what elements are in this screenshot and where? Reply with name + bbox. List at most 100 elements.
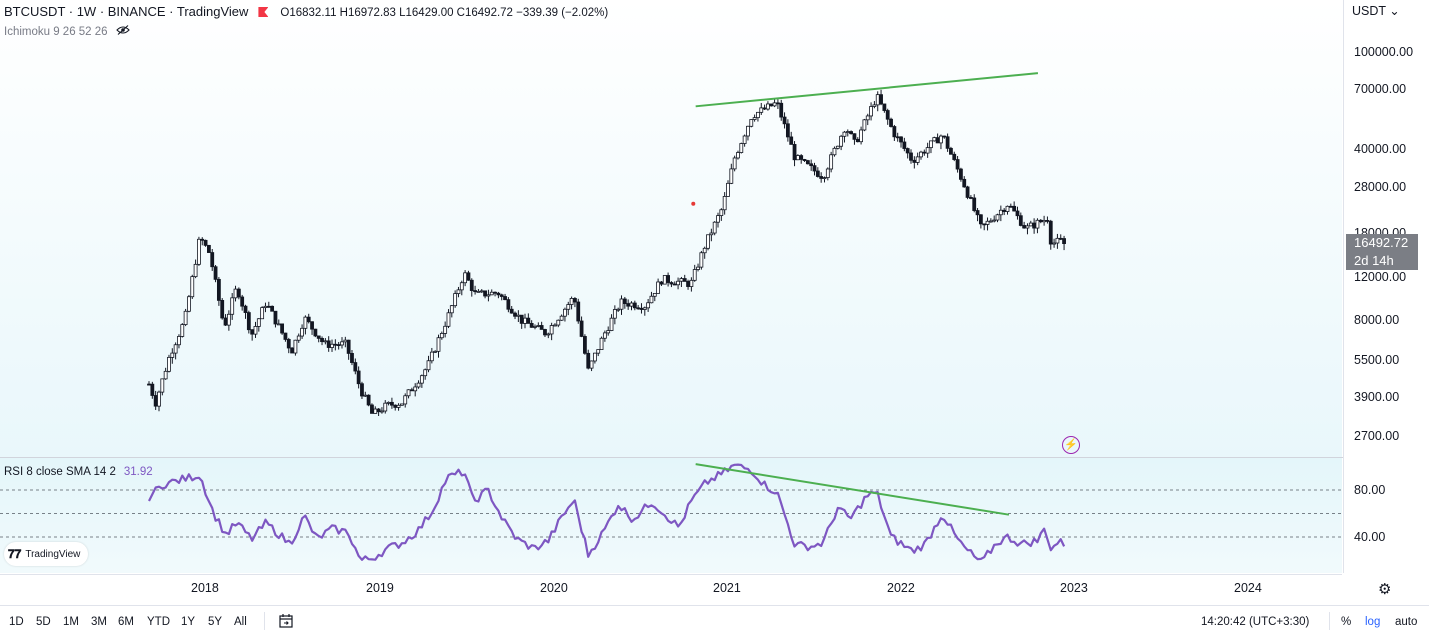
candle-body [776, 102, 780, 105]
candle-body [433, 350, 438, 353]
candle-body [489, 291, 494, 296]
candle-body [599, 337, 604, 350]
candle-body [686, 281, 690, 287]
candle-body [1008, 205, 1013, 208]
candle-body [722, 196, 727, 211]
candle-body [805, 160, 810, 165]
candle-body [955, 159, 960, 170]
range-all-button[interactable]: All [234, 616, 247, 628]
candle-body [409, 389, 414, 392]
candle-body [779, 102, 784, 118]
range-5y-button[interactable]: 5Y [208, 616, 223, 628]
candle-body [150, 383, 155, 396]
candle-body [895, 136, 900, 139]
rsi-line [148, 463, 1066, 561]
candle-body [766, 103, 770, 110]
candle-body [1005, 205, 1010, 212]
price-scale[interactable] [1343, 0, 1429, 573]
candle-body [360, 383, 364, 397]
candle-body [719, 209, 724, 217]
candle-body [662, 275, 667, 285]
range-6m-button[interactable]: 6M [118, 616, 134, 628]
candle-body [177, 336, 181, 346]
candle-body [1022, 225, 1027, 229]
candle-body [855, 138, 860, 143]
goto-date-icon[interactable] [278, 613, 294, 634]
candle-body [746, 125, 750, 137]
candle-body [692, 269, 697, 281]
ichimoku-legend[interactable]: Ichimoku 9 26 52 26 [4, 25, 130, 38]
clock[interactable]: 14:20:42 (UTC+3:30) [1201, 616, 1310, 628]
candle-body [513, 312, 517, 317]
auto-toggle[interactable]: auto [1395, 616, 1418, 628]
rsi-pane[interactable] [0, 458, 1342, 573]
candle-body [173, 344, 178, 354]
candle-body [968, 197, 973, 199]
gear-icon[interactable]: ⚙ [1378, 581, 1392, 598]
candle-body [1018, 215, 1023, 226]
candle-body [772, 102, 777, 107]
candle-body [922, 151, 927, 154]
currency-selector[interactable]: USDT ⌄ [1352, 3, 1400, 18]
candle-body [912, 159, 917, 163]
tradingview-logo[interactable]: 𝟕𝟕 TradingView [4, 542, 89, 566]
price-tick: 70000.00 [1354, 82, 1407, 96]
candle-body [642, 307, 647, 310]
candle-body [759, 107, 764, 113]
last-price-value: 16492.72 [1354, 235, 1409, 250]
percent-toggle[interactable]: % [1341, 616, 1352, 628]
candle-body [952, 153, 957, 160]
flash-icon[interactable]: ⚡ [1062, 436, 1080, 454]
candle-body [739, 143, 744, 153]
candle-body [446, 312, 451, 327]
candle-body [516, 314, 521, 317]
candle-body [326, 340, 331, 348]
log-toggle[interactable]: log [1365, 616, 1381, 628]
candle-body [183, 310, 188, 325]
candle-body [1048, 220, 1053, 245]
candle-body [782, 116, 787, 125]
price-tick: 100000.00 [1354, 45, 1414, 59]
range-ytd-button[interactable]: YTD [147, 616, 170, 628]
range-5d-button[interactable]: 5D [36, 616, 51, 628]
candle-body [905, 148, 910, 154]
eye-off-icon[interactable] [115, 25, 130, 38]
candle-body [592, 352, 597, 362]
candle-body [529, 323, 534, 328]
range-1d-button[interactable]: 1D [9, 616, 24, 628]
symbol-title[interactable]: BTCUSDT · 1W · BINANCE · TradingView [4, 4, 249, 19]
candle-body [902, 141, 907, 149]
candle-body [822, 177, 827, 179]
candle-body [486, 294, 491, 297]
rsi-legend[interactable]: RSI 8 close SMA 14 2 31.92 [4, 466, 153, 478]
candle-body [985, 220, 990, 225]
candle-body [825, 168, 830, 178]
candle-body [246, 312, 251, 331]
time-tick: 2018 [191, 581, 219, 595]
candle-body [157, 391, 161, 407]
chart-canvas[interactable] [0, 0, 1342, 573]
candle-body [819, 176, 824, 179]
pane-separator[interactable] [0, 457, 1429, 458]
candle-body [363, 394, 368, 397]
candle-body [236, 288, 241, 298]
symbol-header: BTCUSDT · 1W · BINANCE · TradingView O168… [4, 4, 608, 19]
candle-body [859, 129, 863, 143]
range-1m-button[interactable]: 1M [63, 616, 79, 628]
range-1y-button[interactable]: 1Y [181, 616, 196, 628]
candle-body [276, 323, 281, 326]
candle-body [862, 119, 867, 131]
candle-body [975, 210, 980, 216]
candle-body [403, 395, 408, 405]
main-price-pane[interactable] [0, 0, 1342, 457]
candle-body [303, 316, 308, 329]
candle-body [872, 104, 877, 107]
candle-body [393, 404, 398, 408]
range-3m-button[interactable]: 3M [91, 616, 107, 628]
time-axis[interactable] [0, 574, 1342, 605]
candle-body [869, 106, 873, 117]
flag-icon[interactable] [258, 7, 269, 17]
candle-body [1035, 219, 1040, 229]
price-trendline [695, 72, 1039, 108]
candle-body [882, 103, 887, 111]
